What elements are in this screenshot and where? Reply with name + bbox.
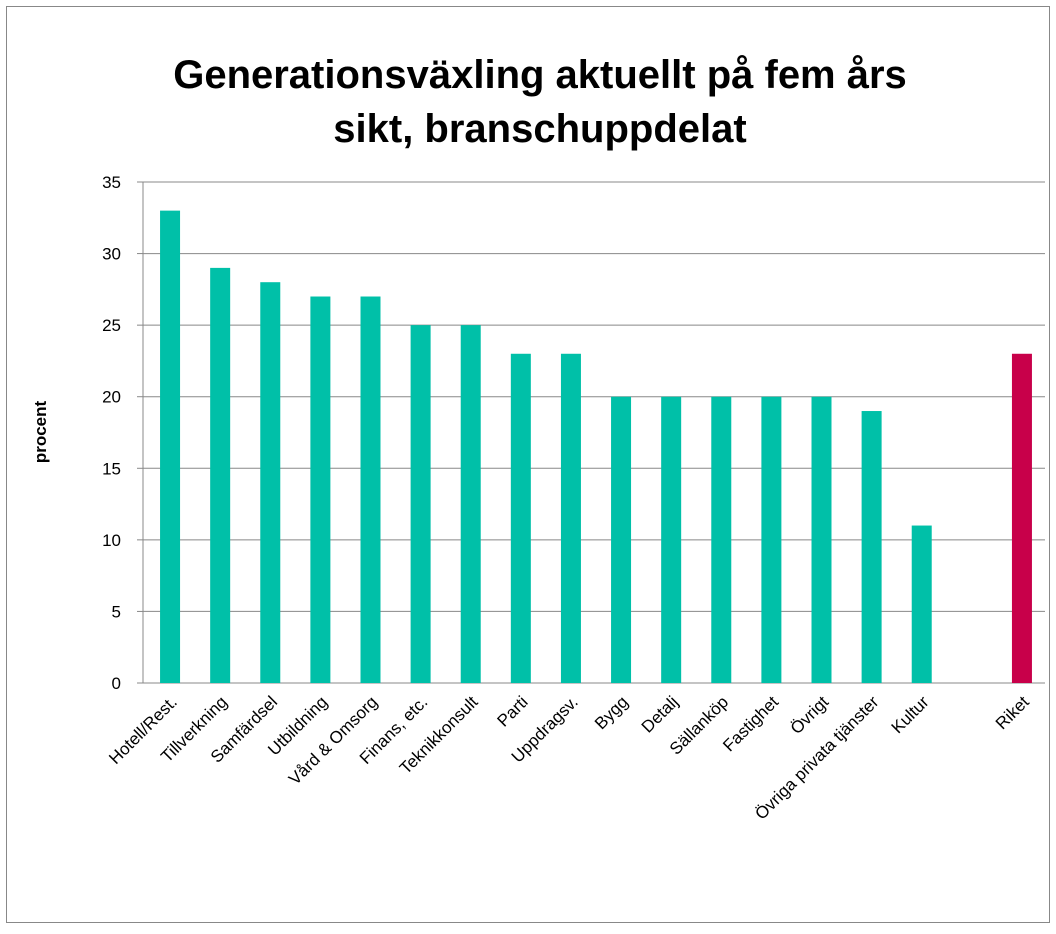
y-tick-label: 15 [102,459,121,478]
y-tick-label: 10 [102,531,121,550]
y-tick-label: 0 [112,674,121,693]
y-tick-label: 5 [112,602,121,621]
y-tick-label: 25 [102,316,121,335]
bar [210,267,231,683]
bar [310,296,331,683]
bar [460,325,481,683]
y-tick-label: 35 [102,173,121,192]
bar [260,282,281,683]
bar [410,325,431,683]
bar [160,210,181,683]
bar [761,396,782,683]
bar [911,525,932,683]
chart-title: Generationsväxling aktuellt på fem års [173,53,907,97]
bar [711,396,732,683]
chart-title: sikt, branschuppdelat [333,107,746,151]
bar [360,296,381,683]
bar [1011,353,1032,683]
y-tick-label: 30 [102,245,121,264]
bar [661,396,682,683]
y-axis-label: procent [31,400,50,463]
bar [611,396,632,683]
bar [560,353,581,683]
y-tick-label: 20 [102,388,121,407]
bar [861,411,882,683]
bar [510,353,531,683]
bar [811,396,832,683]
